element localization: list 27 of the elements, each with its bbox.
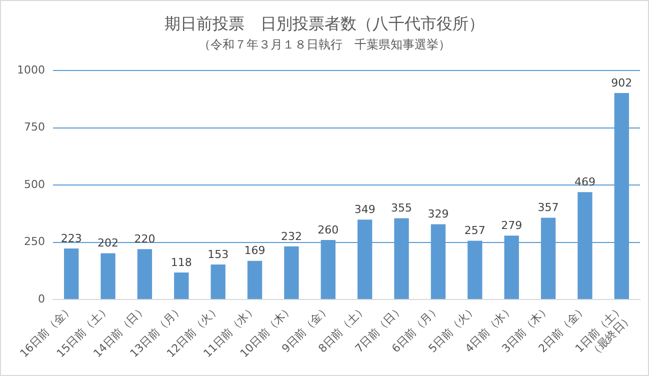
data-label: 118 [170, 256, 192, 269]
bar [100, 253, 116, 300]
bar [210, 264, 226, 300]
chart-title: 期日前投票 日別投票者数（八千代市役所） [164, 14, 484, 33]
data-label: 349 [354, 203, 376, 216]
data-label: 153 [208, 248, 229, 261]
bar [64, 248, 79, 300]
bar [247, 260, 262, 300]
y-tick-label: 250 [24, 235, 45, 248]
bar [284, 246, 299, 300]
bar [174, 272, 189, 300]
data-label: 329 [428, 208, 449, 221]
y-tick-label: 500 [24, 178, 45, 191]
data-label: 257 [464, 224, 486, 238]
y-tick-label: 1000 [16, 63, 45, 76]
data-label: 169 [244, 244, 266, 258]
y-tick-label: 750 [24, 120, 45, 134]
data-label: 357 [538, 201, 559, 214]
data-label: 260 [318, 223, 339, 236]
bar [137, 249, 152, 300]
data-label: 232 [280, 230, 302, 243]
data-label: 279 [501, 219, 522, 232]
data-label: 223 [60, 232, 82, 245]
data-label: 902 [611, 76, 632, 90]
chart-subtitle: （令和７年３月１８日執行 千葉県知事選挙） [198, 38, 450, 52]
y-tick-label: 0 [38, 292, 45, 306]
data-label: 355 [391, 202, 412, 215]
